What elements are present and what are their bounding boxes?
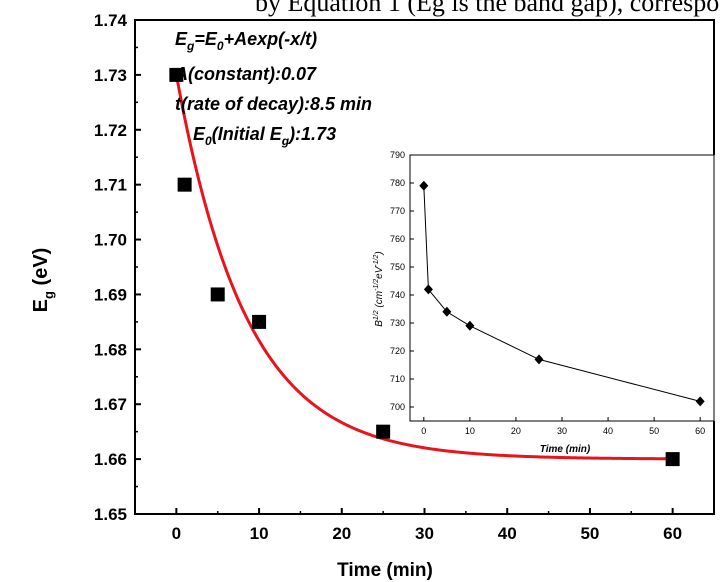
main-y-tick-label: 1.65 xyxy=(94,505,127,524)
main-data-point xyxy=(376,424,391,439)
main-x-tick-label: 30 xyxy=(415,524,434,543)
inset-y-tick-label: 720 xyxy=(390,346,405,356)
inset-y-tick-label: 730 xyxy=(390,318,405,328)
inset-x-tick-label: 30 xyxy=(557,426,567,436)
inset-y-tick-label: 780 xyxy=(390,178,405,188)
fit-curve xyxy=(174,74,673,461)
main-chart: 0 10 20 30 40 50 60 1.651.661.671.681.691.701.… xyxy=(30,11,715,581)
main-data-point xyxy=(169,67,184,82)
main-data-point xyxy=(177,177,192,192)
main-x-axis: 0 10 20 30 40 50 60 xyxy=(172,508,682,543)
inset-x-tick-label: 50 xyxy=(649,426,659,436)
main-x-tick-label: 0 xyxy=(172,524,181,543)
inset-y-tick-label: 770 xyxy=(390,206,405,216)
inset-x-tick-label: 20 xyxy=(511,426,521,436)
inset-data-point xyxy=(534,354,544,365)
main-x-tick-label: 10 xyxy=(250,524,269,543)
inset-x-axis-label: Time (min) xyxy=(540,444,591,455)
inset-x-axis: 0 10 20 30 40 50 60 xyxy=(421,417,705,436)
inset-data-point xyxy=(442,306,452,317)
main-x-tick-label: 40 xyxy=(498,524,517,543)
main-y-tick-label: 1.69 xyxy=(94,285,127,304)
main-y-tick-label: 1.74 xyxy=(94,11,128,30)
main-y-axis-label: Eg (eV) xyxy=(30,248,56,313)
top-cropped-text: by Equation 1 (Eg is the band gap), corr… xyxy=(255,0,720,17)
inset-background xyxy=(371,155,715,421)
inset-y-tick-label: 710 xyxy=(390,374,405,384)
inset-y-axis-label: B1/2 (cm-1/2eV-1/2) xyxy=(373,251,385,327)
main-y-tick-label: 1.68 xyxy=(94,340,127,359)
main-y-axis: 1.65 1.66 1.67 1.68 1.69 1.70 1.71 1.72 1.73 1.74 xyxy=(94,11,141,524)
main-y-tick-label: 1.70 xyxy=(94,231,127,250)
main-data-point xyxy=(665,452,680,467)
main-data-point xyxy=(252,314,267,329)
inset-x-tick-label: 60 xyxy=(695,426,705,436)
inset-x-tick-label: 0 xyxy=(421,426,426,436)
main-y-tick-label: 1.67 xyxy=(94,395,127,414)
inset-y-tick-label: 700 xyxy=(390,402,405,412)
fit-param-e0: E0(Initial Eg):1.73 xyxy=(193,124,336,148)
main-x-tick-label: 20 xyxy=(332,524,351,543)
inset-series-line xyxy=(423,185,701,402)
fit-param-a: A(constant):0.07 xyxy=(174,64,317,84)
main-data-point xyxy=(210,287,225,302)
inset-y-tick-label: 790 xyxy=(390,150,405,160)
inset-x-tick-label: 10 xyxy=(465,426,475,436)
main-data-points xyxy=(169,67,680,467)
inset-x-tick-label: 40 xyxy=(603,426,613,436)
inset-y-tick-label: 760 xyxy=(390,234,405,244)
main-x-tick-label: 60 xyxy=(663,524,682,543)
main-y-tick-label: 1.71 xyxy=(94,176,127,195)
inset-chart: 0 10 20 30 40 50 60 700 710 720 730 740 750 760 770 78… xyxy=(371,150,715,455)
inset-data-points xyxy=(419,180,705,407)
main-y-tick-label: 1.72 xyxy=(94,121,127,140)
main-y-tick-label: 1.73 xyxy=(94,66,127,85)
main-x-axis-label: Time (min) xyxy=(337,560,433,581)
inset-data-point xyxy=(423,284,433,295)
inset-data-point xyxy=(465,320,475,331)
fit-param-t: t(rate of decay):8.5 min xyxy=(175,94,372,114)
inset-y-tick-label: 750 xyxy=(390,262,405,272)
inset-y-tick-label: 740 xyxy=(390,290,405,300)
inset-y-axis: 700 710 720 730 740 750 760 770 780 790 xyxy=(390,150,414,412)
main-y-tick-label: 1.66 xyxy=(94,450,127,469)
main-x-tick-label: 50 xyxy=(580,524,599,543)
fit-equation: Eg=E0+Aexp(-x/t) xyxy=(175,29,317,53)
inset-data-point xyxy=(695,396,705,407)
inset-data-point xyxy=(419,180,429,191)
